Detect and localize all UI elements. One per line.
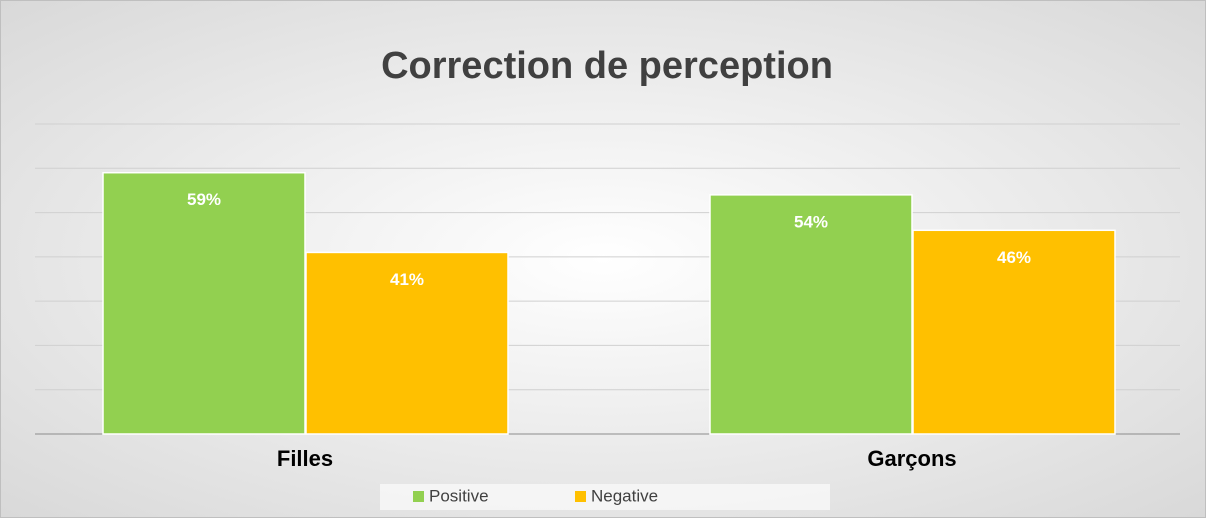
legend-swatch — [575, 491, 586, 502]
chart-title: Correction de perception — [381, 45, 833, 87]
legend-box — [380, 484, 830, 510]
x-tick-label: Garçons — [867, 446, 956, 471]
x-tick-label: Filles — [277, 446, 333, 471]
legend-label: Positive — [429, 486, 489, 505]
data-label: 41% — [390, 270, 424, 289]
legend-label: Negative — [591, 486, 658, 505]
bar — [709, 194, 913, 435]
bar — [305, 251, 509, 435]
data-label: 59% — [187, 190, 221, 209]
bar — [102, 171, 306, 435]
bar — [912, 229, 1116, 435]
data-label: 54% — [794, 212, 828, 231]
legend-swatch — [413, 491, 424, 502]
data-label: 46% — [997, 248, 1031, 267]
